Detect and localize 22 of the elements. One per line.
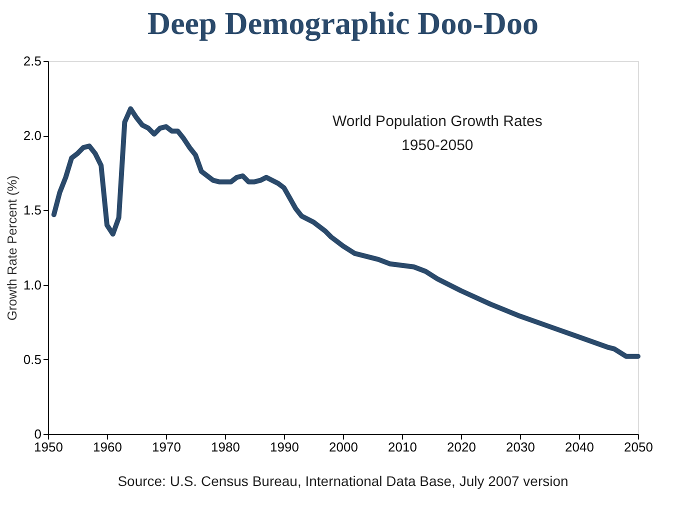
x-tick-label: 1950 — [34, 440, 63, 454]
y-tick-label: 0.5 — [23, 352, 42, 367]
source-note: Source: U.S. Census Bureau, International Data Base, July 2007 version — [118, 473, 568, 489]
y-tick-label: 1.5 — [23, 202, 42, 218]
y-tick-label: 2.0 — [23, 128, 42, 144]
chart-title: Deep Demographic Doo-Doo — [147, 5, 539, 42]
x-tick-label: 1990 — [270, 440, 299, 454]
x-tick-label: 2040 — [565, 440, 594, 454]
annotation: 1950-2050 — [402, 137, 474, 154]
x-tick-label: 2030 — [506, 440, 535, 454]
y-tick-label: 2.5 — [23, 54, 42, 68]
annotation: World Population Growth Rates — [332, 113, 542, 130]
y-tick-label: 1.0 — [23, 277, 42, 292]
x-tick-label: 1970 — [152, 440, 181, 454]
y-tick-label: 0 — [34, 426, 42, 442]
x-tick-label: 2000 — [329, 440, 358, 454]
x-tick-label: 2010 — [388, 440, 417, 454]
x-tick-label: 2020 — [447, 440, 476, 454]
x-tick-label: 2050 — [624, 440, 653, 454]
x-tick-label: 1980 — [211, 440, 240, 454]
x-tick-label: 1960 — [93, 440, 122, 454]
y-axis-title: Growth Rate Percent (%) — [4, 175, 20, 321]
